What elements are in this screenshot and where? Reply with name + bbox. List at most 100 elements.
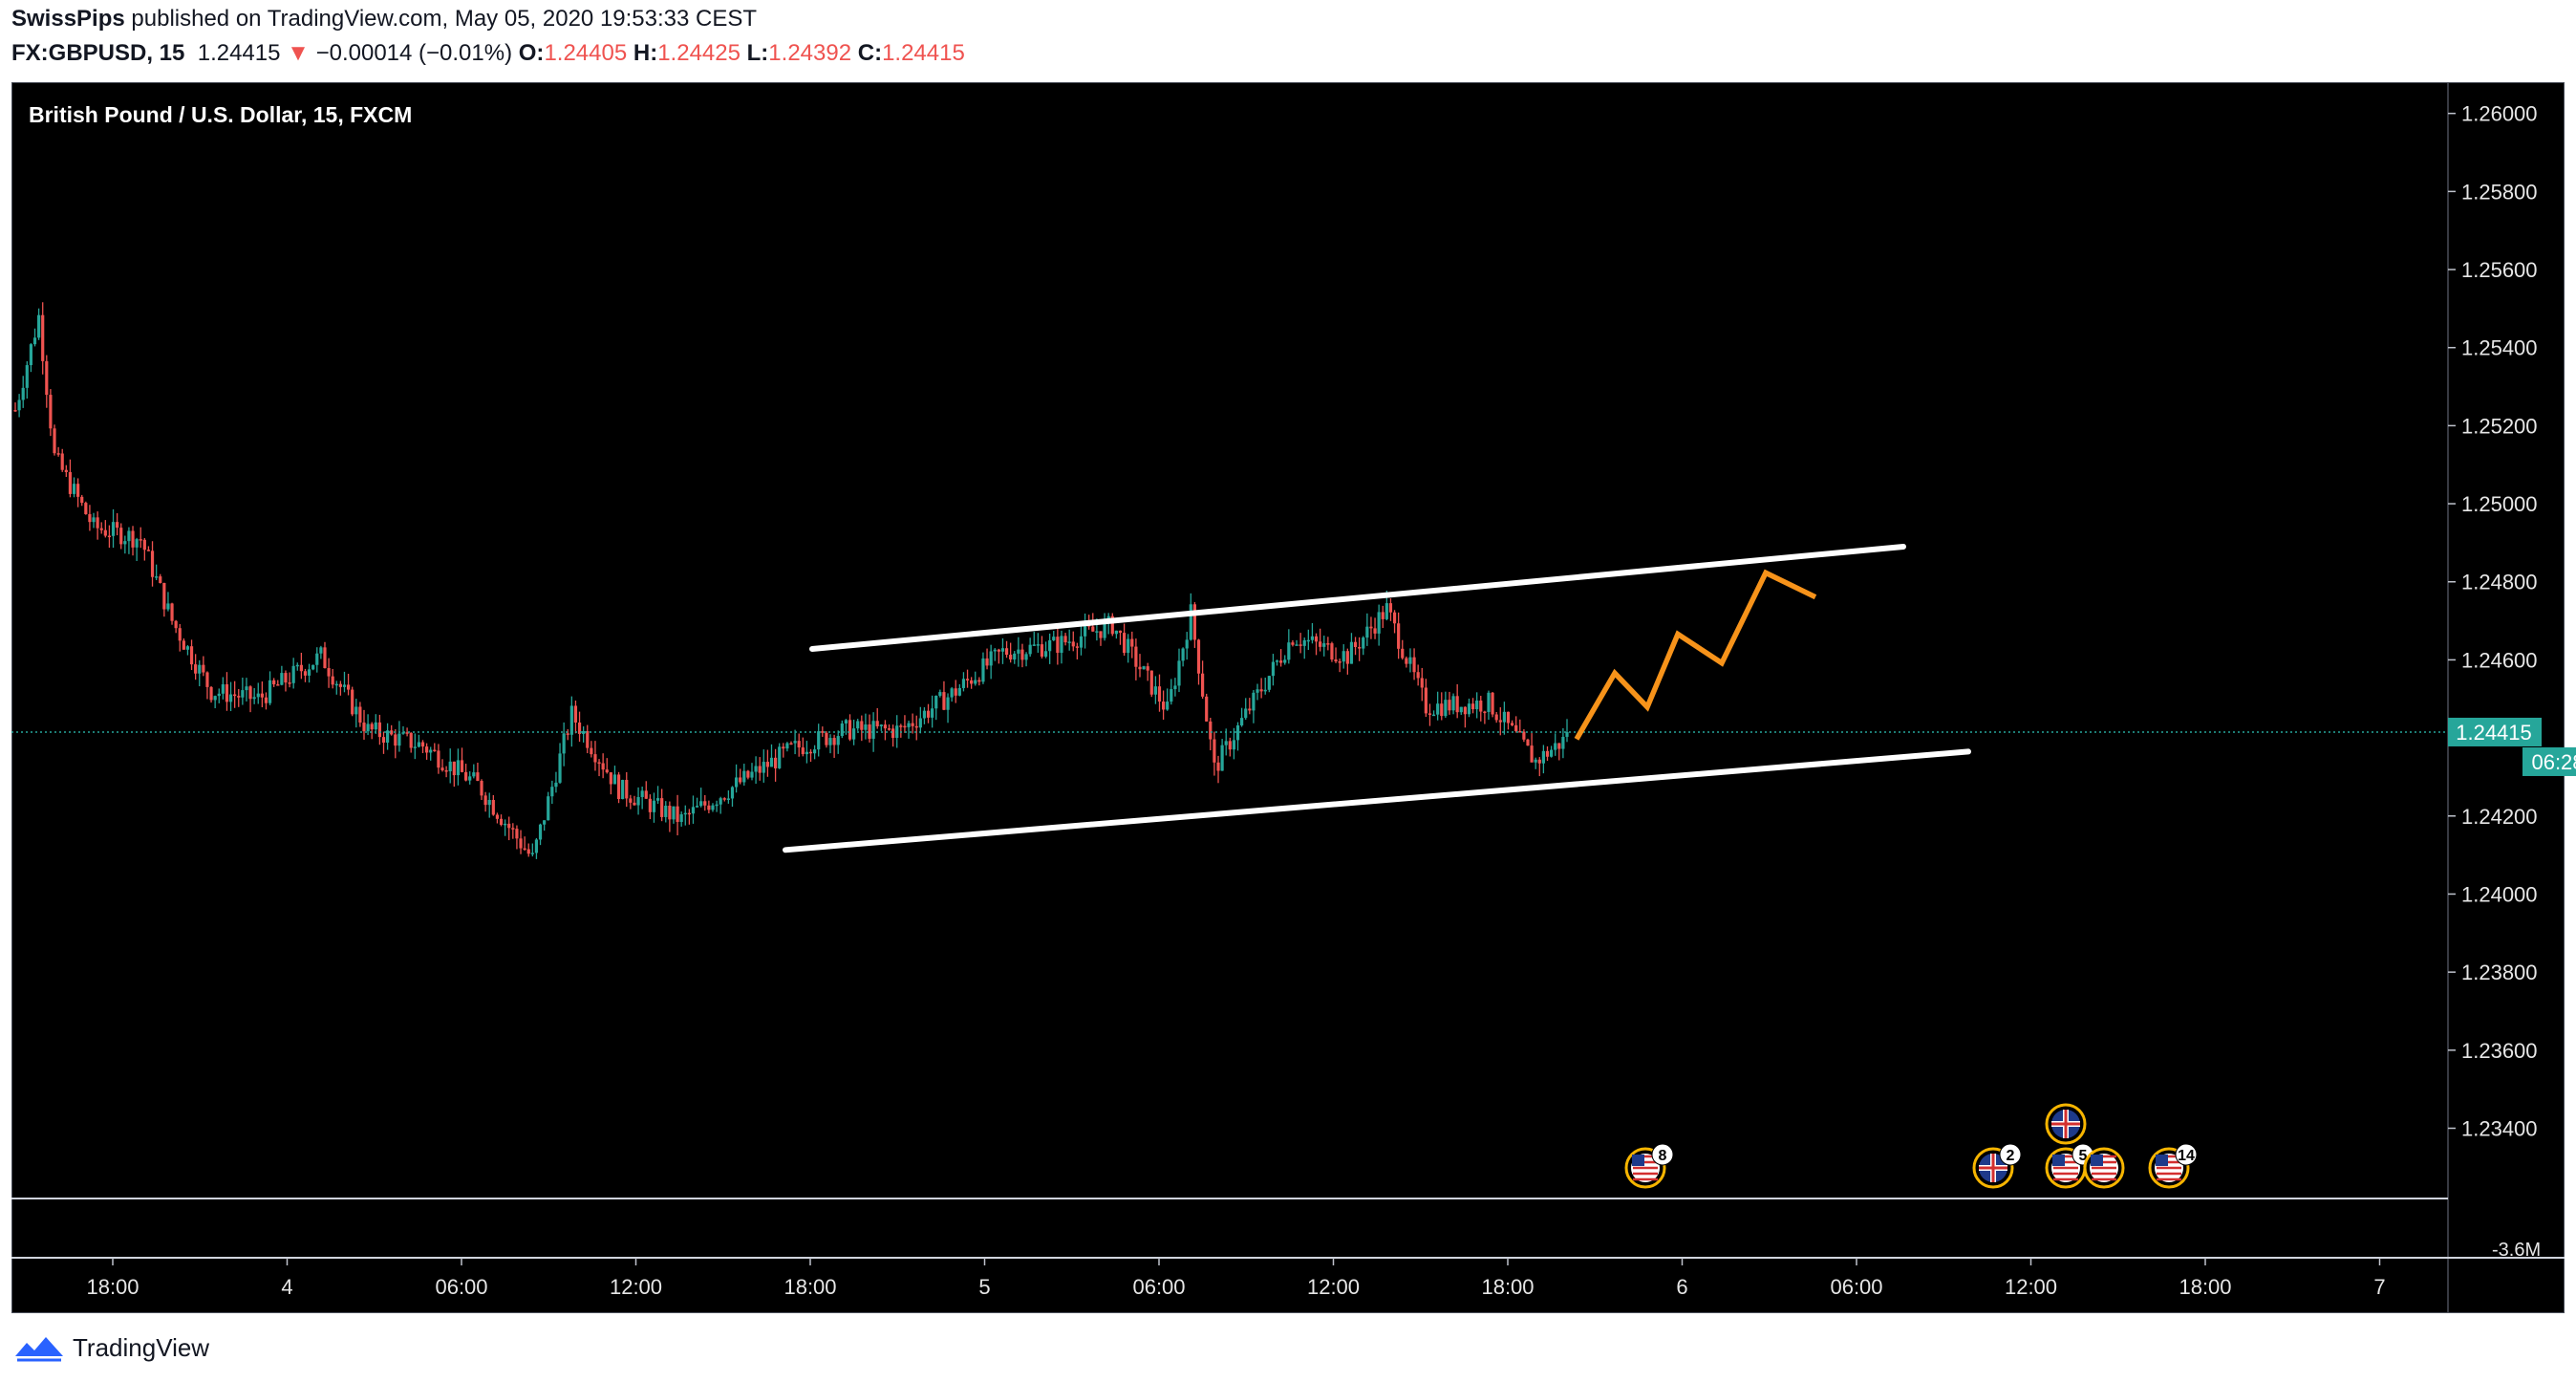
- candle-body: [1338, 661, 1342, 663]
- candle-body: [1369, 626, 1373, 629]
- candle-body: [1487, 692, 1491, 712]
- candle-body: [56, 453, 60, 455]
- candle-body: [1349, 641, 1354, 664]
- candle-body: [139, 539, 142, 541]
- candle-body: [609, 772, 612, 785]
- candle-body: [1475, 700, 1479, 710]
- candle-body: [1146, 666, 1149, 671]
- candle-body: [476, 772, 480, 782]
- price-tick-label: 1.24000: [2461, 882, 2538, 906]
- price-axis[interactable]: 1.26000 1.25800 1.25600 1.25400 1.25200 1.250…: [2448, 102, 2576, 1141]
- candle-body: [268, 680, 272, 703]
- candle-body: [864, 724, 868, 730]
- candle-body: [730, 787, 735, 799]
- candle-body: [1448, 700, 1451, 711]
- candle-body: [1216, 762, 1220, 771]
- candle-body: [217, 693, 221, 697]
- candle-body: [993, 649, 997, 652]
- candle-body: [413, 746, 417, 748]
- author-name[interactable]: SwissPips: [11, 6, 125, 32]
- candle-body: [856, 721, 860, 729]
- symbol-label[interactable]: FX:GBPUSD, 15: [11, 40, 185, 66]
- candle-body: [280, 673, 284, 685]
- candle-body: [655, 798, 660, 801]
- candle-body: [127, 530, 131, 542]
- candle-body: [272, 680, 276, 685]
- time-tick-label: 06:00: [1132, 1275, 1185, 1299]
- candle-body: [1248, 708, 1252, 711]
- high-value: 1.24425: [657, 40, 741, 66]
- candle-body: [276, 684, 280, 686]
- candle-body: [107, 535, 112, 538]
- candle-body: [53, 428, 56, 454]
- time-tick-label: 18:00: [86, 1275, 139, 1299]
- candle-body: [150, 551, 155, 577]
- economic-event-marker[interactable]: 14: [2148, 1143, 2198, 1189]
- candle-body: [1342, 651, 1345, 662]
- economic-event-marker[interactable]: 2: [1972, 1143, 2022, 1189]
- candle-body: [233, 694, 237, 697]
- candle-body: [679, 814, 683, 822]
- candle-body: [499, 818, 504, 826]
- tradingview-brand[interactable]: TradingView: [73, 1332, 210, 1362]
- time-axis[interactable]: 18:00 4 06:00 12:00 18:00 5 06:00 12:00 18:00 6 06…: [86, 1258, 2386, 1299]
- candle-body: [616, 774, 621, 800]
- projection-path[interactable]: [1574, 569, 1817, 741]
- candle-body: [1287, 642, 1291, 660]
- candle-body: [323, 647, 327, 669]
- candle-body: [1157, 686, 1162, 702]
- economic-events-layer[interactable]: 8 2 5 14: [1624, 1103, 2198, 1189]
- time-tick-label: 6: [1676, 1275, 1687, 1299]
- open-label: O:: [518, 40, 545, 66]
- candle-body: [1196, 639, 1201, 674]
- candle-body: [797, 741, 801, 748]
- candle-body: [997, 649, 1000, 652]
- economic-event-marker[interactable]: 8: [1624, 1143, 1674, 1189]
- candle-body: [315, 653, 319, 665]
- candle-body: [569, 705, 573, 735]
- candle-body: [1153, 686, 1157, 695]
- candle-body: [351, 689, 354, 715]
- candle-body: [1377, 612, 1381, 634]
- candle-body: [1024, 654, 1028, 660]
- candle-body: [805, 751, 809, 755]
- candle-body: [746, 770, 750, 778]
- candle-body: [111, 522, 116, 536]
- candle-body: [198, 664, 202, 674]
- candle-body: [1365, 626, 1369, 638]
- candle-body: [762, 762, 765, 773]
- candle-body: [1232, 740, 1236, 750]
- economic-event-marker[interactable]: [2045, 1103, 2087, 1145]
- candle-body: [593, 754, 597, 763]
- candle-body: [562, 733, 566, 754]
- candle-body: [45, 360, 49, 396]
- candle-body: [547, 796, 550, 821]
- candle-body: [182, 640, 185, 650]
- candle-body: [1557, 743, 1561, 749]
- candle-body: [1224, 741, 1228, 745]
- candle-body: [245, 686, 248, 691]
- candle-body: [13, 410, 17, 412]
- candle-body: [1252, 692, 1256, 711]
- chart-title: British Pound / U.S. Dollar, 15, FXCM: [29, 102, 412, 127]
- candle-body: [965, 679, 970, 680]
- candle-body: [1040, 644, 1044, 658]
- tradingview-logo-icon[interactable]: [13, 1333, 65, 1362]
- event-count-badge: 2: [2007, 1148, 2015, 1164]
- candle-body: [1491, 692, 1494, 715]
- channel-upper-line[interactable]: [809, 543, 1906, 652]
- candle-body: [868, 724, 871, 739]
- candle-body: [354, 706, 358, 715]
- candle-body: [319, 647, 323, 654]
- time-tick-label: 18:00: [784, 1275, 836, 1299]
- candle-body: [366, 723, 370, 732]
- channel-lower-line[interactable]: [783, 748, 1971, 853]
- candle-body: [1267, 676, 1271, 690]
- candle-body: [1149, 670, 1153, 695]
- candle-body: [1013, 653, 1017, 660]
- candle-body: [1362, 637, 1365, 649]
- economic-event-marker[interactable]: [2083, 1147, 2125, 1189]
- candle-body: [1470, 703, 1475, 710]
- candle-body: [742, 770, 746, 783]
